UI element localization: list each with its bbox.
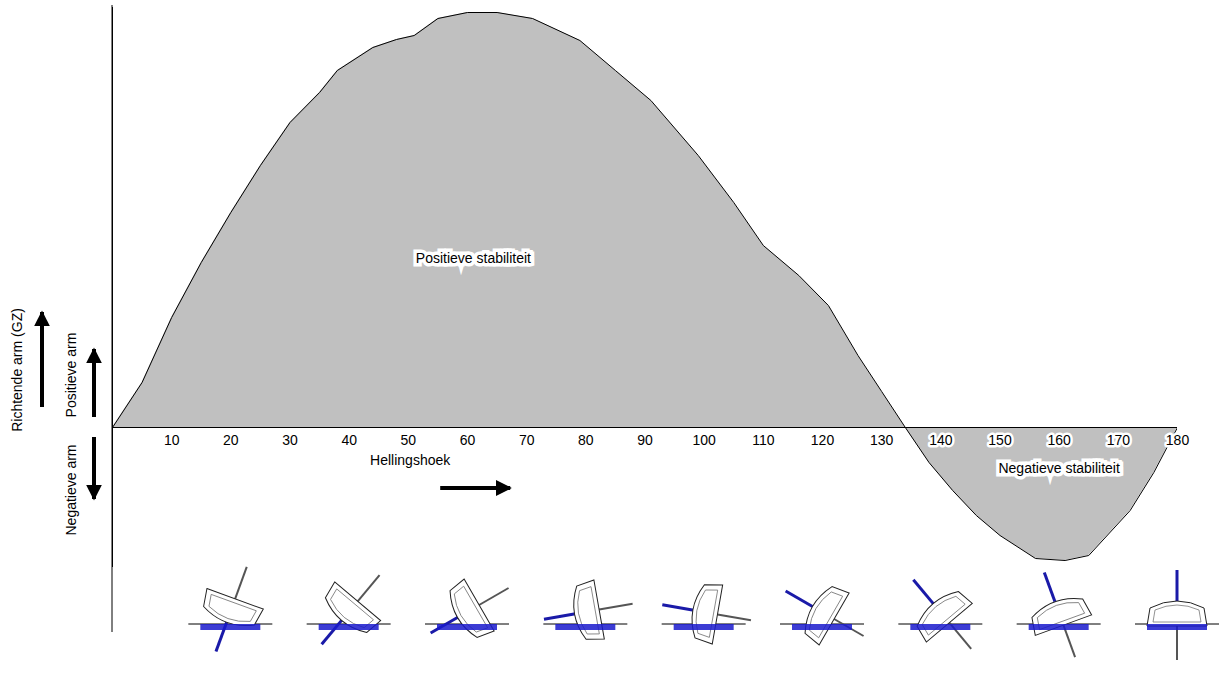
svg-text:110: 110 bbox=[752, 432, 775, 448]
svg-text:90: 90 bbox=[637, 432, 653, 448]
svg-text:Negatieve stabiliteit: Negatieve stabiliteit bbox=[998, 460, 1120, 476]
svg-text:Negatieve arm: Negatieve arm bbox=[63, 444, 79, 535]
svg-text:50: 50 bbox=[401, 432, 417, 448]
svg-text:10: 10 bbox=[164, 432, 180, 448]
svg-text:Positieve arm: Positieve arm bbox=[63, 333, 79, 418]
svg-text:130: 130 bbox=[870, 432, 894, 448]
svg-text:Positieve stabiliteit: Positieve stabiliteit bbox=[416, 250, 531, 266]
svg-text:100: 100 bbox=[692, 432, 716, 448]
svg-text:20: 20 bbox=[223, 432, 239, 448]
svg-text:150: 150 bbox=[988, 432, 1012, 448]
svg-text:70: 70 bbox=[519, 432, 535, 448]
svg-text:30: 30 bbox=[282, 432, 298, 448]
svg-text:40: 40 bbox=[341, 432, 357, 448]
svg-text:160: 160 bbox=[1047, 432, 1071, 448]
svg-text:180: 180 bbox=[1166, 432, 1190, 448]
svg-text:Richtende arm (GZ): Richtende arm (GZ) bbox=[9, 308, 25, 432]
svg-text:120: 120 bbox=[811, 432, 835, 448]
svg-text:Hellingshoek: Hellingshoek bbox=[370, 452, 451, 468]
svg-text:140: 140 bbox=[929, 432, 953, 448]
svg-text:170: 170 bbox=[1107, 432, 1131, 448]
svg-text:80: 80 bbox=[578, 432, 594, 448]
svg-text:60: 60 bbox=[460, 432, 476, 448]
